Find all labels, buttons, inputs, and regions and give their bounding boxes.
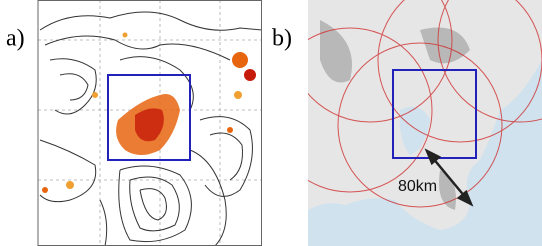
panel-label: a) bbox=[6, 26, 25, 52]
panel-a bbox=[38, 0, 262, 246]
distance-label: 80km bbox=[398, 178, 437, 195]
page: {"panels": [{"label": "a)"}, {"label": "… bbox=[0, 0, 542, 246]
panel-b: 80km bbox=[268, 0, 542, 246]
figure: a) 80km b) bbox=[0, 0, 542, 246]
panel-label: b) bbox=[272, 26, 292, 52]
